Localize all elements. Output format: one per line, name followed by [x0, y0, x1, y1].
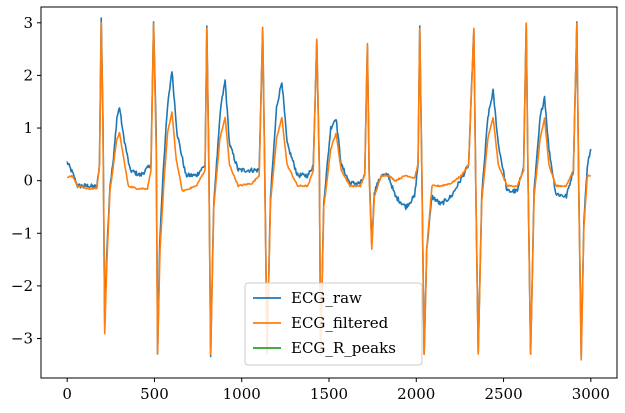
series-line-ecg-filtered	[66, 21, 592, 361]
y-tick-label: −1	[11, 224, 33, 242]
plot-lines	[66, 17, 592, 361]
legend-label-ecg-raw: ECG_raw	[291, 289, 362, 307]
x-tick-label: 0	[62, 385, 72, 403]
x-tick-label: 2500	[484, 385, 522, 403]
y-tick-label: −3	[11, 330, 33, 348]
legend-label-ecg-r-peaks: ECG_R_peaks	[291, 339, 396, 357]
y-tick-label: 2	[23, 66, 33, 84]
y-tick-label: 0	[23, 172, 33, 190]
x-tick-label: 1500	[310, 385, 348, 403]
x-tick-label: 3000	[572, 385, 610, 403]
x-tick-label: 500	[140, 385, 169, 403]
y-tick-label: −2	[11, 277, 33, 295]
legend-label-ecg-filtered: ECG_filtered	[291, 314, 389, 332]
x-tick-label: 1000	[223, 385, 261, 403]
legend: ECG_raw ECG_filtered ECG_R_peaks	[244, 282, 423, 366]
legend-box	[244, 282, 423, 366]
y-tick-label: 1	[23, 119, 33, 137]
axis-ticks: 0 500 1000 1500 2000 2500 3000 −3 −2 −1 0 1 2 3	[11, 14, 610, 403]
y-tick-label: 3	[23, 14, 33, 32]
x-tick-label: 2000	[397, 385, 435, 403]
